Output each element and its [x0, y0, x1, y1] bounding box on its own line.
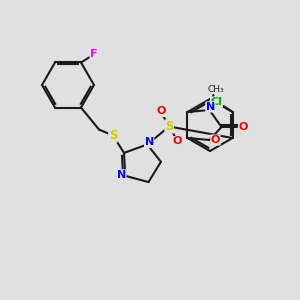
Text: O: O [157, 106, 166, 116]
Text: O: O [239, 122, 248, 132]
Text: S: S [165, 120, 173, 133]
Text: O: O [211, 135, 220, 145]
Text: F: F [90, 50, 98, 59]
Text: S: S [109, 129, 117, 142]
Text: N: N [117, 170, 126, 180]
Text: O: O [172, 136, 182, 146]
Text: CH₃: CH₃ [207, 85, 224, 94]
Text: N: N [145, 137, 154, 148]
Text: Cl: Cl [211, 97, 223, 107]
Text: N: N [206, 102, 215, 112]
